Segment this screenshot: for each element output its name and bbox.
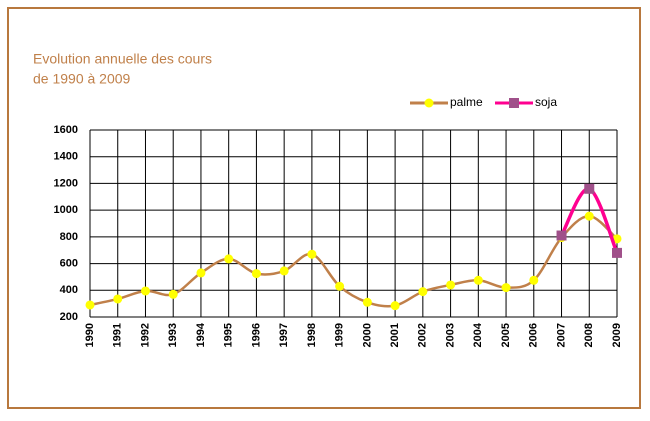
marker: [224, 254, 234, 264]
x-tick-label: 1996: [250, 323, 262, 347]
x-tick-label: 2008: [583, 323, 595, 347]
marker: [584, 183, 595, 194]
marker: [446, 280, 456, 290]
marker: [196, 268, 206, 278]
marker: [529, 275, 539, 285]
x-tick-label: 2004: [472, 322, 484, 347]
x-tick-label: 2005: [500, 323, 512, 347]
marker: [335, 281, 345, 291]
x-tick-label: 2007: [555, 323, 567, 347]
y-tick-label: 1400: [54, 151, 78, 163]
x-tick-label: 2003: [444, 323, 456, 347]
marker: [140, 286, 150, 296]
x-tick-label: 2001: [389, 323, 401, 347]
marker: [556, 230, 567, 241]
x-tick-label: 1999: [334, 323, 346, 347]
x-tick-label: 2006: [528, 323, 540, 347]
x-tick-label: 2000: [361, 323, 373, 347]
x-tick-label: 1992: [139, 323, 151, 347]
marker: [113, 294, 123, 304]
marker: [584, 211, 594, 221]
marker: [473, 275, 483, 285]
marker: [424, 98, 434, 108]
legend-label: palme: [450, 95, 483, 109]
legend-label: soja: [535, 95, 557, 109]
marker: [251, 269, 261, 279]
x-tick-label: 1993: [167, 323, 179, 347]
y-tick-label: 1000: [54, 204, 78, 216]
x-tick-label: 2002: [417, 323, 429, 347]
x-tick-label: 1998: [306, 323, 318, 347]
marker: [307, 249, 317, 259]
y-tick-label: 1200: [54, 177, 78, 189]
marker: [509, 98, 519, 108]
x-tick-label: 1997: [278, 323, 290, 347]
x-tick-label: 1991: [112, 323, 124, 347]
marker: [362, 297, 372, 307]
x-tick-label: 1995: [223, 323, 235, 347]
frame: [7, 7, 641, 409]
marker: [501, 283, 511, 293]
marker: [168, 289, 178, 299]
y-tick-label: 400: [60, 284, 78, 296]
chart-title: Evolution annuelle des cours: [33, 51, 212, 67]
y-tick-label: 800: [60, 231, 78, 243]
marker: [85, 300, 95, 310]
y-tick-label: 1600: [54, 124, 78, 136]
x-tick-label: 1994: [195, 322, 207, 347]
marker: [390, 301, 400, 311]
marker: [612, 247, 622, 258]
y-tick-label: 200: [60, 311, 78, 323]
marker: [612, 234, 622, 244]
chart-title: de 1990 à 2009: [33, 71, 131, 87]
x-tick-label: 2009: [611, 323, 623, 347]
marker: [279, 266, 289, 276]
y-tick-label: 600: [60, 257, 78, 269]
x-tick-label: 1990: [84, 323, 96, 347]
marker: [418, 287, 428, 297]
